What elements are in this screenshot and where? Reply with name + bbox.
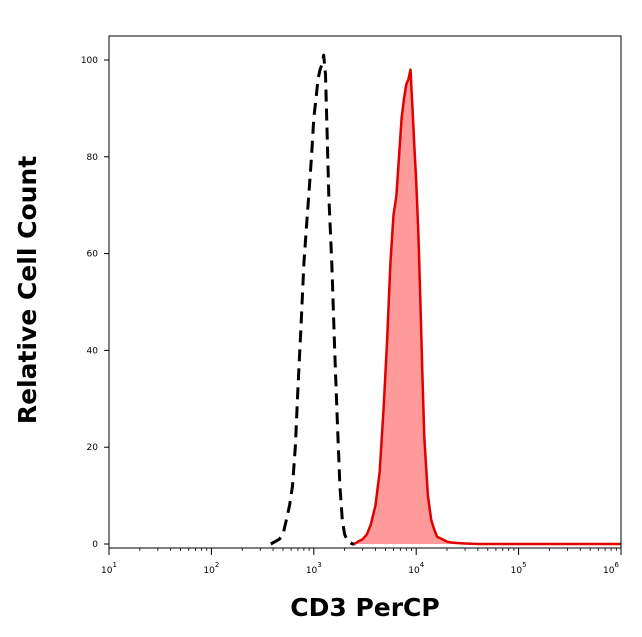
plot-area-frame: [108, 35, 622, 549]
y-tick-label: 80: [87, 153, 99, 163]
series-1-line: [353, 68, 621, 546]
x-tick-label: 104: [408, 561, 424, 576]
y-tick-label: 60: [87, 250, 99, 260]
series-0-line: [270, 53, 355, 546]
x-tick-label: 106: [603, 561, 619, 576]
x-axis-title: CD3 PerCP: [290, 593, 439, 622]
x-tick-label: 101: [101, 561, 117, 576]
series-layer: [270, 53, 621, 546]
series-1-fill: [354, 69, 621, 544]
ticks-layer: 0 20 40 60 80 100 101 102 103 104 105 106: [81, 56, 622, 576]
x-tick-label: 103: [306, 561, 322, 576]
x-tick-label: 102: [203, 561, 219, 576]
y-tick-label: 0: [92, 540, 98, 550]
y-tick-label: 20: [87, 443, 99, 453]
y-tick-label: 100: [81, 56, 98, 66]
x-tick-label: 105: [511, 561, 527, 576]
y-axis-title: Relative Cell Count: [13, 156, 42, 424]
y-tick-label: 40: [87, 346, 99, 356]
